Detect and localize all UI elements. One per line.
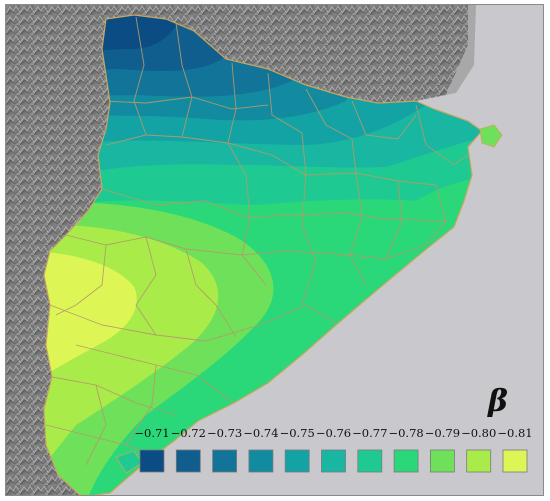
legend-label: −0.79 (425, 426, 460, 440)
map-frame: β −0.71 −0.72 −0.73 −0.74 −0.75 −0.76 −0.77 −0.… (5, 4, 544, 496)
cape-fragment (479, 124, 503, 148)
legend-swatch (321, 449, 346, 473)
legend-swatch (393, 449, 419, 473)
legend-label: −0.81 (497, 426, 532, 440)
legend-swatch (212, 449, 238, 473)
catalonia-beta-map: β −0.71 −0.72 −0.73 −0.74 −0.75 −0.76 −0.77 −0.… (6, 5, 543, 495)
legend-label: −0.76 (316, 426, 351, 440)
beta-symbol: β (487, 384, 508, 419)
comarca-borders (45, 16, 469, 466)
legend-label: −0.72 (171, 426, 206, 440)
legend-swatch (429, 449, 455, 473)
legend-swatch (175, 449, 201, 473)
legend-swatch (248, 449, 274, 473)
legend-swatch (466, 449, 492, 473)
legend-label: −0.77 (352, 426, 387, 440)
legend-label: −0.74 (243, 426, 278, 440)
surrounding-terrain (6, 5, 468, 495)
legend-label: −0.75 (280, 426, 315, 440)
legend-swatch (284, 449, 310, 473)
legend-label: −0.71 (134, 426, 169, 440)
legend-swatch (502, 449, 528, 473)
legend-label: −0.80 (461, 426, 496, 440)
legend-label: −0.78 (388, 426, 423, 440)
region-outline (43, 14, 483, 495)
legend-swatch (357, 449, 383, 473)
color-legend: −0.71 −0.72 −0.73 −0.74 −0.75 −0.76 −0.77 −0.78… (134, 426, 533, 473)
band-081 (44, 250, 137, 405)
coast-terrain (446, 5, 476, 95)
legend-swatch (139, 449, 165, 473)
legend-label: −0.73 (207, 426, 242, 440)
